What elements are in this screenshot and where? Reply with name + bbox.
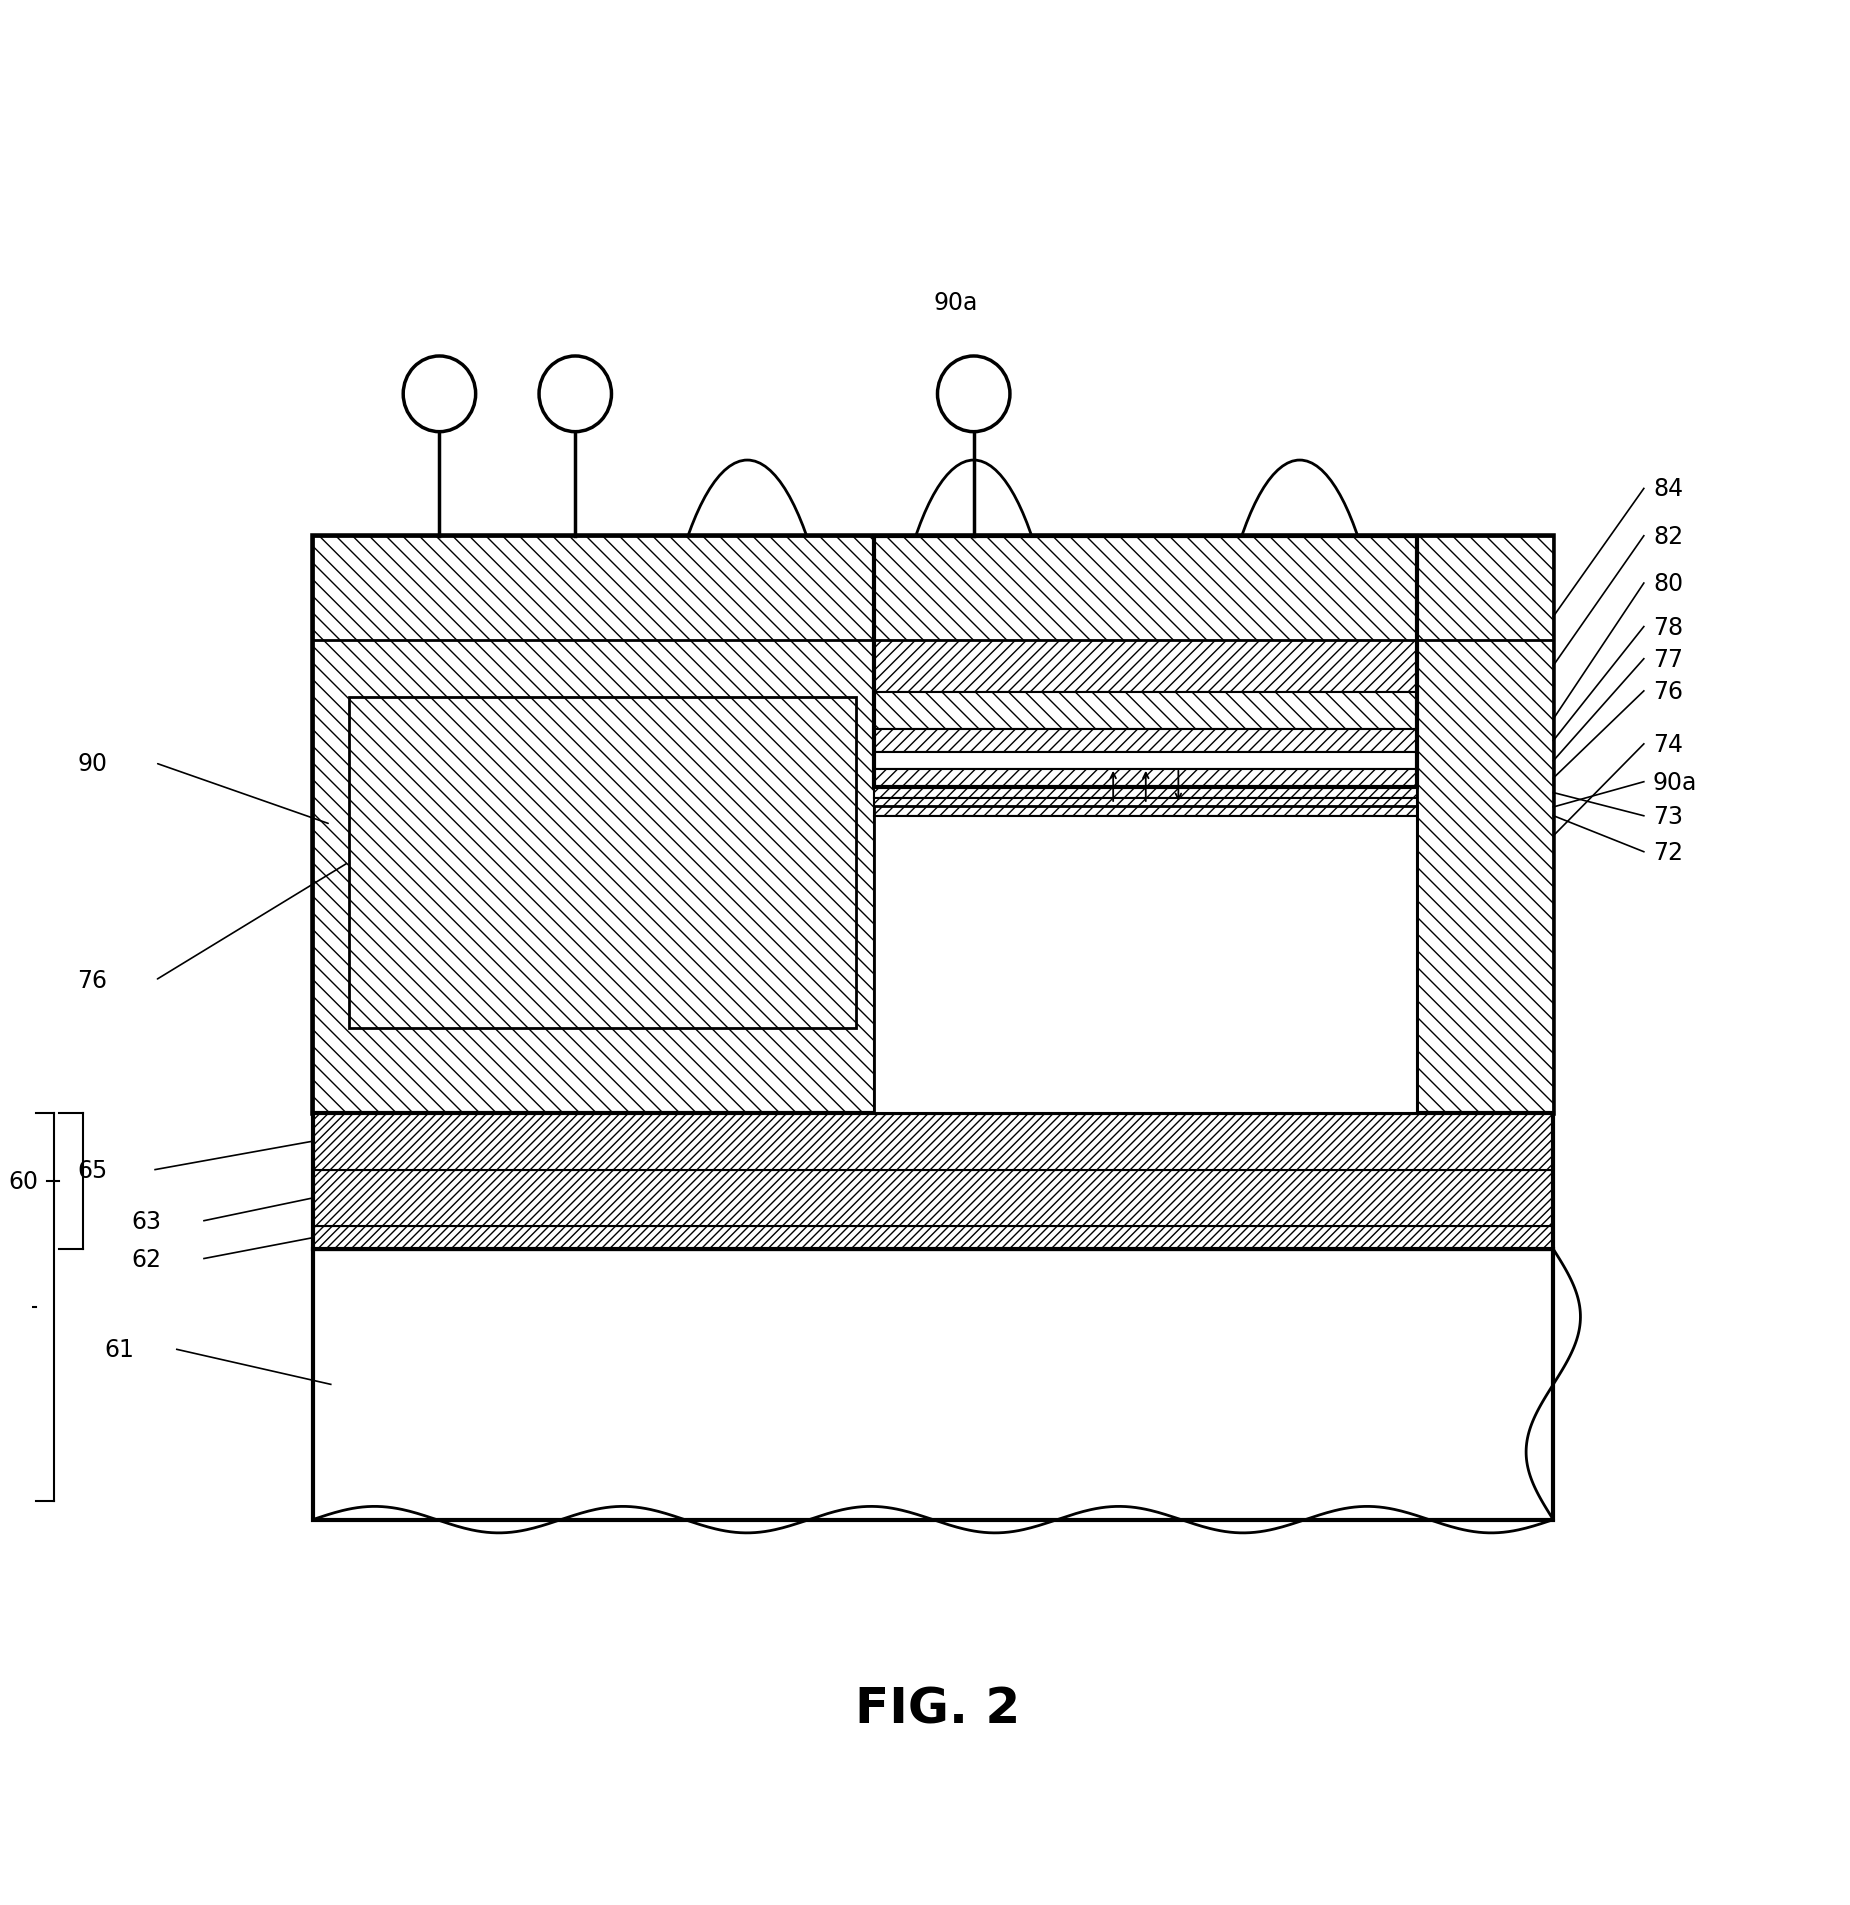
Bar	[313, 537, 1554, 1113]
Text: 78: 78	[1652, 615, 1684, 640]
Bar	[873, 692, 1417, 730]
Bar	[873, 770, 1417, 787]
Bar	[313, 537, 873, 1113]
Text: 82: 82	[1652, 524, 1684, 549]
Text: 90a: 90a	[1652, 770, 1696, 794]
Text: 76: 76	[78, 970, 107, 993]
Bar	[313, 1170, 1554, 1227]
Bar	[873, 752, 1417, 770]
Text: 63: 63	[131, 1210, 161, 1233]
Bar	[313, 1113, 1554, 1250]
Bar	[313, 1250, 1554, 1520]
Text: 62: 62	[131, 1248, 161, 1271]
Bar	[873, 798, 1417, 815]
Bar	[873, 806, 1417, 1113]
Bar	[313, 1113, 1554, 1170]
Text: 90a: 90a	[934, 291, 979, 314]
Bar	[873, 640, 1417, 692]
Bar	[313, 1227, 1554, 1250]
Text: FIG. 2: FIG. 2	[855, 1684, 1019, 1734]
Bar	[873, 730, 1417, 752]
Text: 77: 77	[1652, 648, 1684, 671]
Bar	[873, 537, 1417, 787]
Bar	[350, 697, 857, 1029]
Bar	[873, 815, 1417, 1113]
Text: 84: 84	[1652, 476, 1684, 501]
Text: 61: 61	[104, 1337, 135, 1362]
Bar	[313, 537, 1554, 640]
Bar	[1417, 537, 1554, 1113]
Text: 72: 72	[1652, 840, 1684, 865]
Text: 60: 60	[7, 1170, 39, 1193]
Text: 76: 76	[1652, 680, 1684, 703]
Text: 80: 80	[1652, 572, 1684, 596]
Text: 74: 74	[1652, 733, 1684, 756]
Text: 90: 90	[78, 751, 107, 775]
Text: 73: 73	[1652, 804, 1684, 829]
Text: 65: 65	[78, 1158, 107, 1181]
Bar	[873, 787, 1417, 798]
